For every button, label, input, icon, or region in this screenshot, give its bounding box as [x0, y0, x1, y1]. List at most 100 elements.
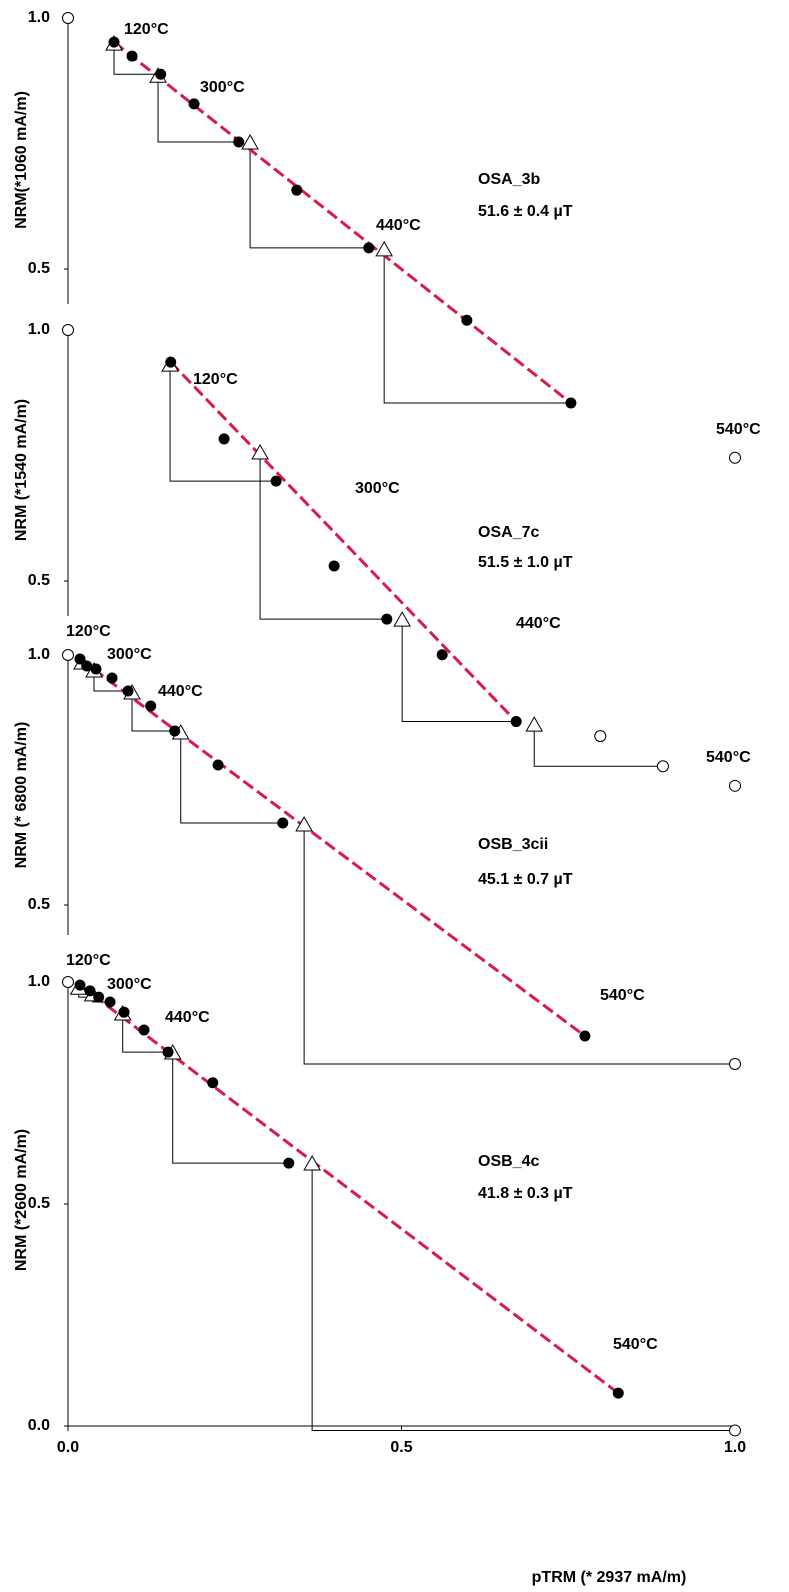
- intensity: 51.6 ± 0.4 µT: [478, 203, 573, 220]
- data-point: [155, 68, 167, 80]
- temperature-label: 440°C: [516, 615, 561, 632]
- check-connector: [249, 142, 369, 249]
- temperature-label: 300°C: [107, 646, 152, 663]
- data-point: [277, 817, 289, 829]
- temperature-label: 440°C: [376, 217, 421, 234]
- check-connector: [533, 725, 663, 767]
- check-connector: [172, 1053, 289, 1164]
- y-axis-title: NRM (*2600 mA/m): [13, 1129, 30, 1271]
- check-connector: [157, 76, 239, 143]
- data-point: [90, 663, 102, 675]
- y-axis-title: NRM (*1540 mA/m): [13, 399, 30, 541]
- data-point: [81, 660, 93, 672]
- excluded-point: [62, 12, 74, 24]
- data-point: [283, 1157, 295, 1169]
- data-point: [74, 653, 86, 665]
- intensity: 51.5 ± 1.0 µT: [478, 554, 573, 571]
- temperature-label: 300°C: [107, 976, 152, 993]
- y-tick-label: 0.5: [28, 1195, 50, 1212]
- data-point: [106, 672, 118, 684]
- data-point: [188, 98, 200, 110]
- data-point: [381, 613, 393, 625]
- check-connector: [113, 44, 161, 75]
- y-tick-label: 0.5: [28, 896, 50, 913]
- data-point: [145, 700, 157, 712]
- excluded-point: [594, 730, 607, 743]
- x-tick-label: 1.0: [724, 1439, 746, 1456]
- data-point: [162, 1046, 174, 1058]
- check-connector: [401, 620, 517, 723]
- excluded-point: [62, 324, 74, 336]
- ptrm-check: [375, 240, 394, 257]
- excluded-point: [62, 976, 74, 988]
- check-connector: [93, 671, 129, 692]
- y-tick-label: 0.0: [28, 1417, 50, 1434]
- data-point: [207, 1077, 219, 1089]
- ptrm-check: [295, 815, 313, 832]
- data-point: [74, 979, 86, 991]
- check-connector: [131, 693, 175, 732]
- data-point: [270, 475, 282, 487]
- temperature-label: 540°C: [706, 749, 751, 766]
- intensity: 45.1 ± 0.7 µT: [478, 871, 573, 888]
- data-point: [291, 184, 303, 196]
- ptrm-check: [241, 133, 259, 150]
- check-connector: [259, 452, 387, 620]
- data-point: [233, 136, 245, 148]
- data-point: [461, 314, 473, 326]
- temperature-label: 540°C: [613, 1336, 658, 1353]
- excluded-point: [62, 649, 74, 661]
- check-connector: [303, 825, 735, 1065]
- data-point: [436, 649, 448, 661]
- data-point: [579, 1030, 591, 1042]
- temperature-label: 120°C: [124, 21, 169, 38]
- data-point: [169, 725, 181, 737]
- data-point: [218, 433, 230, 445]
- fit-line: [169, 361, 518, 723]
- temperature-label: 540°C: [600, 987, 645, 1004]
- y-tick-label: 1.0: [28, 973, 50, 990]
- data-point: [84, 985, 96, 997]
- check-connector: [122, 1013, 169, 1053]
- data-point: [363, 242, 375, 254]
- excluded-point: [656, 760, 669, 773]
- temperature-label: 120°C: [66, 623, 111, 640]
- ptrm-check: [393, 611, 412, 627]
- check-connector: [383, 249, 571, 404]
- excluded-point: [729, 1424, 741, 1437]
- y-tick-label: 0.5: [28, 260, 50, 277]
- temperature-label: 440°C: [165, 1009, 210, 1026]
- data-point: [118, 1006, 130, 1018]
- data-point: [565, 397, 577, 409]
- temperature-label: 540°C: [716, 421, 761, 438]
- ptrm-check: [251, 443, 269, 460]
- temperature-label: 440°C: [158, 683, 203, 700]
- y-axis-title: NRM(*1060 mA/m): [13, 91, 30, 229]
- data-point: [93, 991, 105, 1003]
- x-axis-title: pTRM (* 2937 mA/m): [532, 1569, 687, 1586]
- x-tick-label: 0.0: [57, 1439, 79, 1456]
- intensity: 41.8 ± 0.3 µT: [478, 1185, 573, 1202]
- excluded-point: [729, 451, 741, 464]
- ptrm-check: [525, 716, 544, 732]
- sample-name: OSB_4c: [478, 1153, 539, 1170]
- sample-name: OSA_3b: [478, 171, 540, 188]
- data-point: [212, 759, 224, 771]
- y-tick-label: 1.0: [28, 9, 50, 26]
- temperature-label: 120°C: [193, 371, 238, 388]
- sample-name: OSA_7c: [478, 524, 539, 541]
- fit-line: [113, 40, 572, 405]
- ptrm-check: [303, 1155, 321, 1171]
- excluded-point: [729, 1058, 741, 1070]
- check-connector: [169, 365, 277, 482]
- x-tick-label: 0.5: [390, 1439, 412, 1456]
- fit-line: [79, 657, 586, 1038]
- data-point: [138, 1024, 150, 1036]
- sample-name: OSB_3cii: [478, 836, 548, 853]
- data-point: [612, 1387, 624, 1399]
- y-axis-title: NRM (* 6800 mA/m): [13, 722, 30, 869]
- data-point: [126, 50, 138, 62]
- data-point: [165, 356, 177, 368]
